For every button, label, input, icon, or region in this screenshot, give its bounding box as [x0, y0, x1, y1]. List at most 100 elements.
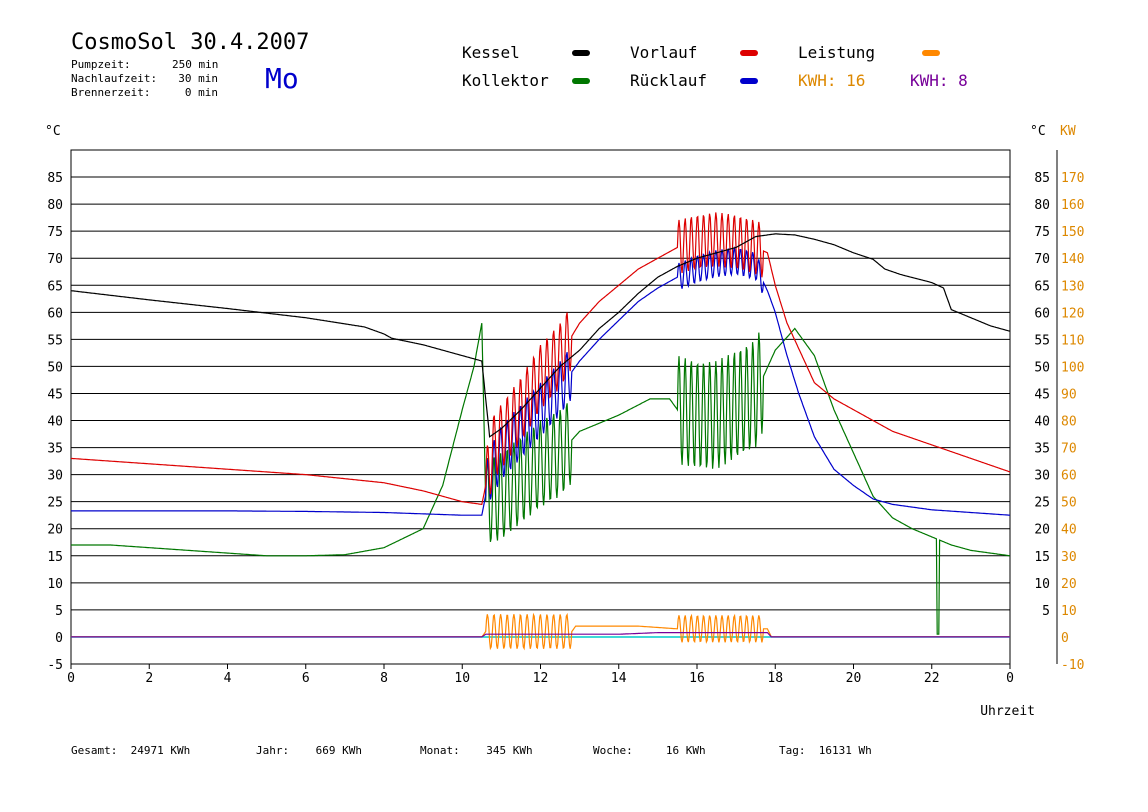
y-tick-label-right: 10	[1034, 577, 1050, 592]
y-tick-label-left: 5	[55, 604, 63, 619]
y-tick-label-left: 60	[47, 306, 63, 321]
series-line-leistung	[71, 612, 1010, 651]
nachlaufzeit-label: Nachlaufzeit:	[71, 72, 158, 85]
y-tick-label-right: 30	[1034, 469, 1050, 484]
y2-tick-label: 170	[1061, 171, 1084, 186]
y-tick-label-left: 75	[47, 225, 63, 240]
y-tick-label-left: 20	[47, 523, 63, 538]
footer-jahr: Jahr: 669 KWh	[256, 744, 362, 757]
y2-tick-label: 20	[1061, 577, 1077, 592]
y2-tick-label: 10	[1061, 604, 1077, 619]
series-line-kollektor	[71, 322, 1011, 635]
y-tick-label-right: 40	[1034, 415, 1050, 430]
y-tick-label-left: -5	[47, 658, 63, 673]
brennerzeit-label: Brennerzeit:	[71, 86, 151, 99]
y2-tick-label: -10	[1061, 658, 1084, 673]
y-tick-label-left: 65	[47, 279, 63, 294]
legend-ruecklauf-swatch	[740, 78, 758, 84]
legend-vorlauf-label: Vorlauf	[630, 43, 698, 62]
y-tick-label-left: 55	[47, 333, 63, 348]
y2-tick-label: 150	[1061, 225, 1084, 240]
x-tick-label: 0	[1006, 671, 1014, 686]
series-line-vorlauf	[70, 212, 1011, 506]
x-tick-label: 16	[689, 671, 705, 686]
y2-tick-label: 160	[1061, 198, 1084, 213]
series-line-kwh-8	[71, 631, 1010, 638]
y-axis-unit-right: °C	[1030, 124, 1046, 139]
y-tick-label-left: 85	[47, 171, 63, 186]
y-tick-label-right: 15	[1034, 550, 1050, 565]
y2-tick-label: 100	[1061, 360, 1084, 375]
y-tick-label-left: 30	[47, 469, 63, 484]
x-tick-label: 4	[224, 671, 232, 686]
y-tick-label-right: 25	[1034, 496, 1050, 511]
y-axis-unit-left: °C	[45, 124, 61, 139]
y2-tick-label: 30	[1061, 550, 1077, 565]
y-tick-label-right: 65	[1034, 279, 1050, 294]
legend-kessel-label: Kessel	[462, 43, 520, 62]
legend-kollektor-swatch	[572, 78, 590, 84]
y-tick-label-right: 60	[1034, 306, 1050, 321]
y-tick-label-right: 45	[1034, 387, 1050, 402]
y-tick-label-left: 70	[47, 252, 63, 267]
legend-kwh-purple: KWH: 8	[910, 71, 968, 90]
y-tick-label-right: 20	[1034, 523, 1050, 538]
y2-tick-label: 50	[1061, 496, 1077, 511]
y-tick-label-left: 15	[47, 550, 63, 565]
y2-tick-label: 40	[1061, 523, 1077, 538]
y-tick-label-right: 70	[1034, 252, 1050, 267]
y-tick-label-right: 5	[1042, 604, 1050, 619]
y2-tick-label: 80	[1061, 415, 1077, 430]
pumpzeit-label: Pumpzeit:	[71, 58, 131, 71]
page-title: CosmoSol 30.4.2007	[71, 30, 310, 55]
x-tick-label: 12	[533, 671, 549, 686]
plot-frame	[70, 149, 1011, 665]
y-tick-label-left: 35	[47, 442, 63, 457]
brennerzeit-value: 0 min	[184, 86, 218, 99]
x-tick-label: 20	[846, 671, 862, 686]
y2-tick-label: 60	[1061, 469, 1077, 484]
y-tick-label-left: 50	[47, 360, 63, 375]
legend-leistung-label: Leistung	[798, 43, 876, 62]
x-tick-label: 18	[767, 671, 783, 686]
legend-kollektor-label: Kollektor	[462, 71, 549, 90]
footer-gesamt: Gesamt: 24971 KWh	[71, 744, 191, 757]
y-tick-label-left: 10	[47, 577, 63, 592]
footer-woche: Woche: 16 KWh	[593, 744, 706, 757]
y-tick-label-left: 25	[47, 496, 63, 511]
footer-tag: Tag: 16131 Wh	[779, 744, 872, 757]
x-tick-label: 2	[145, 671, 153, 686]
x-tick-label: 6	[302, 671, 310, 686]
y-tick-label-left: 45	[47, 387, 63, 402]
y-tick-label-left: 0	[55, 631, 63, 646]
x-tick-label: 0	[67, 671, 75, 686]
y2-tick-label: 0	[1061, 631, 1069, 646]
y2-tick-label: 120	[1061, 306, 1084, 321]
legend-kwh-orange: KWH: 16	[798, 71, 866, 90]
legend-kessel-swatch	[572, 50, 590, 56]
y-tick-label-right: 75	[1034, 225, 1050, 240]
nachlaufzeit-value: 30 min	[178, 72, 218, 85]
y-tick-label-right: 85	[1034, 171, 1050, 186]
x-tick-label: 22	[924, 671, 940, 686]
x-axis-label: Uhrzeit	[980, 704, 1035, 719]
y2-tick-label: 110	[1061, 333, 1084, 348]
y2-tick-label: 70	[1061, 442, 1077, 457]
legend-ruecklauf-label: Rücklauf	[630, 71, 708, 90]
y-tick-label-right: 80	[1034, 198, 1050, 213]
x-tick-label: 14	[611, 671, 627, 686]
y2-tick-label: 130	[1061, 279, 1084, 294]
series-line-kessel	[70, 233, 1011, 438]
y-tick-label-right: 50	[1034, 360, 1050, 375]
y-tick-label-left: 80	[47, 198, 63, 213]
y2-axis-unit: KW	[1060, 124, 1076, 139]
weekday-label: Mo	[265, 62, 299, 95]
y-tick-label-left: 40	[47, 415, 63, 430]
x-tick-label: 8	[380, 671, 388, 686]
series-line-r-cklauf	[71, 246, 1010, 516]
legend-vorlauf-swatch	[740, 50, 758, 56]
y2-tick-label: 90	[1061, 387, 1077, 402]
y-tick-label-right: 35	[1034, 442, 1050, 457]
y2-tick-label: 140	[1061, 252, 1084, 267]
